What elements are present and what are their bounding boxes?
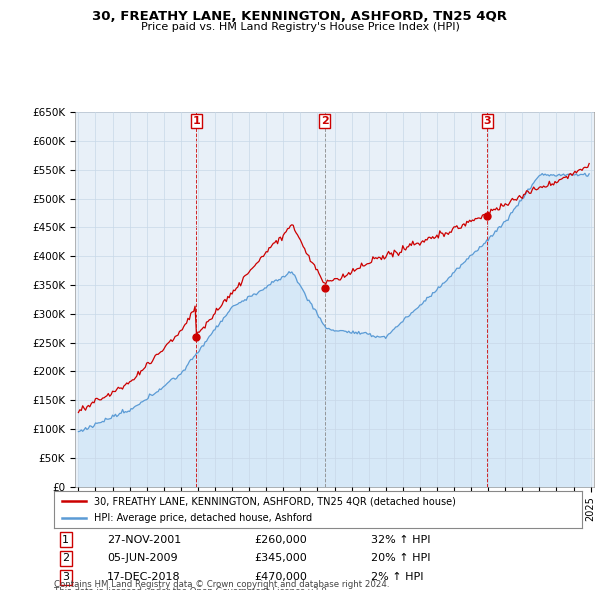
- Text: 05-JUN-2009: 05-JUN-2009: [107, 553, 178, 563]
- Text: £260,000: £260,000: [254, 535, 307, 545]
- Text: 3: 3: [62, 572, 69, 582]
- Text: Contains HM Land Registry data © Crown copyright and database right 2024.: Contains HM Land Registry data © Crown c…: [54, 580, 389, 589]
- Text: 32% ↑ HPI: 32% ↑ HPI: [371, 535, 430, 545]
- Text: 30, FREATHY LANE, KENNINGTON, ASHFORD, TN25 4QR (detached house): 30, FREATHY LANE, KENNINGTON, ASHFORD, T…: [94, 496, 455, 506]
- Text: 3: 3: [484, 116, 491, 126]
- Text: 20% ↑ HPI: 20% ↑ HPI: [371, 553, 430, 563]
- Text: £345,000: £345,000: [254, 553, 307, 563]
- Text: £470,000: £470,000: [254, 572, 308, 582]
- Text: 30, FREATHY LANE, KENNINGTON, ASHFORD, TN25 4QR: 30, FREATHY LANE, KENNINGTON, ASHFORD, T…: [92, 10, 508, 23]
- Text: 2: 2: [62, 553, 69, 563]
- Text: 17-DEC-2018: 17-DEC-2018: [107, 572, 181, 582]
- Text: 1: 1: [62, 535, 69, 545]
- Text: This data is licensed under the Open Government Licence v3.0.: This data is licensed under the Open Gov…: [54, 587, 329, 590]
- Text: HPI: Average price, detached house, Ashford: HPI: Average price, detached house, Ashf…: [94, 513, 312, 523]
- Text: 2% ↑ HPI: 2% ↑ HPI: [371, 572, 424, 582]
- Text: 27-NOV-2001: 27-NOV-2001: [107, 535, 181, 545]
- Text: Price paid vs. HM Land Registry's House Price Index (HPI): Price paid vs. HM Land Registry's House …: [140, 22, 460, 32]
- Text: 2: 2: [320, 116, 328, 126]
- Text: 1: 1: [193, 116, 200, 126]
